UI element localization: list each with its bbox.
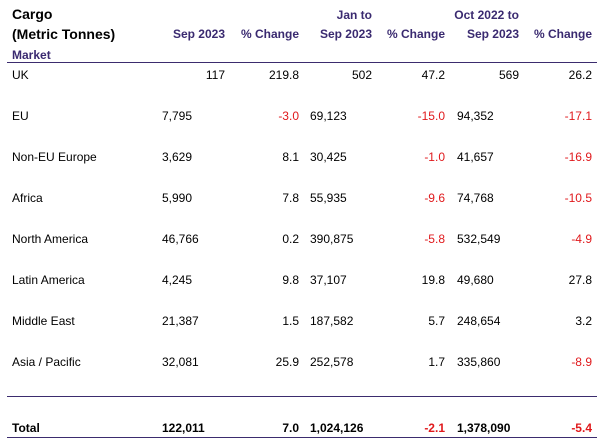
tonnage-cell: 69,123 — [310, 109, 347, 123]
header-pct-change-2: % Change — [386, 27, 445, 41]
percent-change-cell: -4.9 — [571, 232, 592, 246]
tonnage-cell: 94,352 — [457, 109, 494, 123]
percent-change-cell: -15.0 — [417, 109, 445, 123]
market-name-cell: Non-EU Europe — [12, 150, 97, 164]
percent-change-cell: 7.8 — [282, 191, 299, 205]
percent-change-cell: 0.2 — [282, 232, 299, 246]
tonnage-cell: 390,875 — [310, 232, 354, 246]
tonnage-cell: 49,680 — [457, 273, 494, 287]
tonnage-cell: 7,795 — [162, 109, 193, 123]
market-name-cell: Latin America — [12, 273, 85, 287]
market-name-cell: EU — [12, 109, 29, 123]
tonnage-cell: 30,425 — [310, 150, 347, 164]
market-name-cell: Total — [12, 421, 40, 435]
tonnage-cell: 55,935 — [310, 191, 347, 205]
percent-change-cell: 19.8 — [421, 273, 445, 287]
tonnage-cell: 248,654 — [457, 314, 501, 328]
tonnage-cell: 5,990 — [162, 191, 193, 205]
percent-change-cell: 47.2 — [421, 68, 445, 82]
tonnage-cell: 187,582 — [310, 314, 354, 328]
tonnage-cell: 252,578 — [310, 355, 354, 369]
percent-change-cell: -5.4 — [571, 421, 592, 435]
header-oct-to-line1: Oct 2022 to — [454, 8, 519, 22]
tonnage-cell: 32,081 — [162, 355, 199, 369]
percent-change-cell: 25.9 — [275, 355, 299, 369]
percent-change-cell: 1.7 — [428, 355, 445, 369]
market-name-cell: Africa — [12, 191, 43, 205]
header-jan-to-line2: Sep 2023 — [319, 27, 372, 41]
market-name-cell: Middle East — [12, 314, 75, 328]
percent-change-cell: -5.8 — [424, 232, 445, 246]
tonnage-cell: 46,766 — [162, 232, 199, 246]
tonnage-cell: 41,657 — [457, 150, 494, 164]
percent-change-cell: -3.0 — [278, 109, 299, 123]
tonnage-cell: 569 — [498, 68, 519, 82]
market-column-label: Market — [12, 48, 51, 62]
market-name-cell: Asia / Pacific — [12, 355, 81, 369]
header-rule — [7, 62, 597, 63]
table-title-line1: Cargo — [12, 6, 53, 22]
percent-change-cell: 26.2 — [568, 68, 592, 82]
tonnage-cell: 4,245 — [162, 273, 193, 287]
tonnage-cell: 37,107 — [310, 273, 347, 287]
tonnage-cell: 502 — [351, 68, 372, 82]
tonnage-cell: 21,387 — [162, 314, 199, 328]
percent-change-cell: -2.1 — [424, 421, 445, 435]
percent-change-cell: 27.8 — [568, 273, 592, 287]
percent-change-cell: 7.0 — [282, 421, 299, 435]
header-oct-to-line2: Sep 2023 — [466, 27, 519, 41]
percent-change-cell: -8.9 — [571, 355, 592, 369]
percent-change-cell: 8.1 — [282, 150, 299, 164]
header-sep-2023: Sep 2023 — [172, 27, 225, 41]
tonnage-cell: 3,629 — [162, 150, 193, 164]
tonnage-cell: 1,024,126 — [310, 421, 364, 435]
percent-change-cell: 1.5 — [282, 314, 299, 328]
tonnage-cell: 122,011 — [162, 421, 205, 435]
header-pct-change-1: % Change — [240, 27, 299, 41]
percent-change-cell: -16.9 — [564, 150, 592, 164]
table-title-line2: (Metric Tonnes) — [12, 26, 116, 42]
header-pct-change-3: % Change — [533, 27, 592, 41]
tonnage-cell: 117 — [205, 68, 225, 82]
percent-change-cell: 3.2 — [575, 314, 592, 328]
total-top-rule — [7, 396, 597, 397]
percent-change-cell: -1.0 — [424, 150, 445, 164]
tonnage-cell: 74,768 — [457, 191, 494, 205]
tonnage-cell: 1,378,090 — [457, 421, 511, 435]
percent-change-cell: -10.5 — [564, 191, 592, 205]
market-name-cell: UK — [12, 68, 29, 82]
percent-change-cell: 5.7 — [428, 314, 445, 328]
header-jan-to-line1: Jan to — [336, 8, 372, 22]
percent-change-cell: 219.8 — [268, 68, 299, 82]
percent-change-cell: -9.6 — [424, 191, 445, 205]
total-bottom-rule — [7, 437, 597, 438]
percent-change-cell: -17.1 — [564, 109, 592, 123]
tonnage-cell: 335,860 — [457, 355, 501, 369]
percent-change-cell: 9.8 — [282, 273, 299, 287]
market-name-cell: North America — [12, 232, 89, 246]
tonnage-cell: 532,549 — [457, 232, 501, 246]
